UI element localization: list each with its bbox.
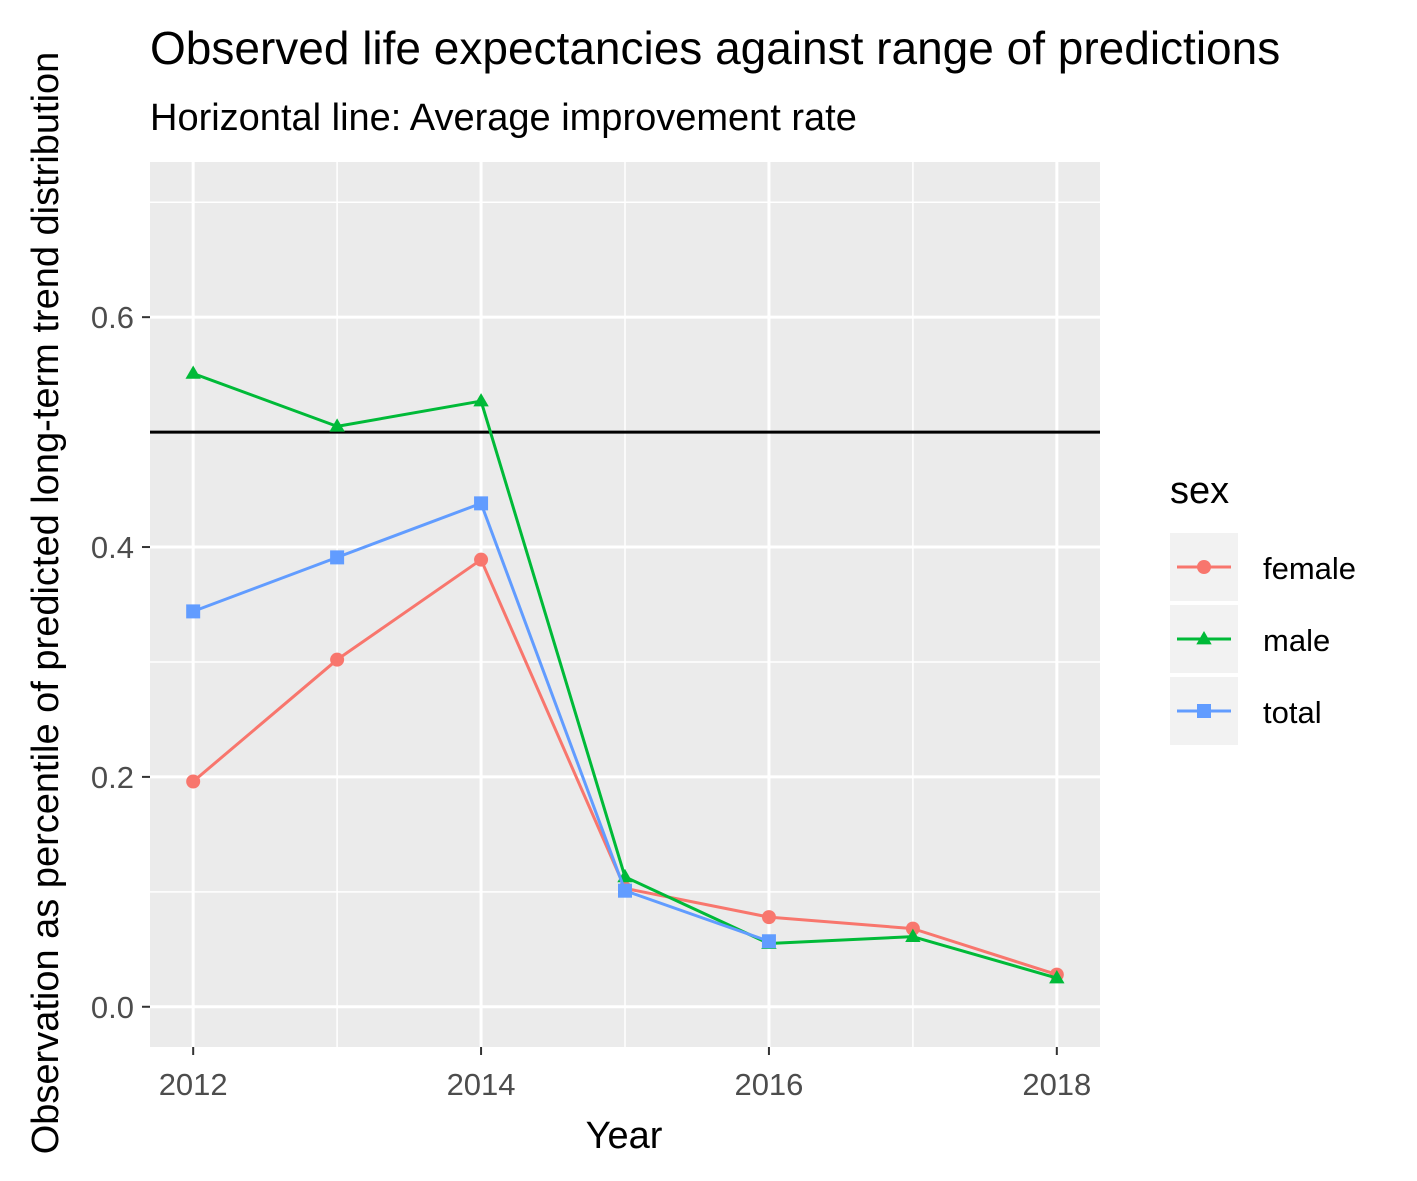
data-point-total [474,496,489,511]
legend-label-male: male [1263,623,1330,658]
legend-key-female [1170,533,1238,601]
x-tick-label: 2012 [159,1067,228,1102]
series-male [185,365,1065,984]
grid-major [150,162,1100,1047]
legend-key-marker [1196,631,1212,645]
x-axis: 2012 2014 2016 2018 [159,1047,1091,1102]
legend-key-male [1170,605,1238,673]
series-layer [185,365,1065,984]
y-tick-label: 0.2 [91,760,134,795]
x-tick-label: 2016 [734,1067,803,1102]
data-point-total [761,934,776,949]
data-point-female [186,774,201,789]
data-point-male [905,928,921,942]
chart-subtitle: Horizontal line: Average improvement rat… [150,97,857,139]
y-tick-label: 0.0 [91,990,134,1025]
data-point-female [474,552,489,567]
legend: sex female male total [1170,470,1356,745]
data-point-total [330,550,345,565]
y-axis-title: Observation as percentile of predicted l… [25,52,67,1155]
chart-title: Observed life expectancies against range… [150,22,1280,74]
y-tick-label: 0.6 [91,300,134,335]
y-axis: 0.0 0.2 0.4 0.6 [91,300,150,1025]
data-point-male [185,365,201,379]
legend-title: sex [1170,470,1229,512]
x-tick-label: 2014 [447,1067,516,1102]
data-point-male [473,393,489,407]
x-tick-label: 2018 [1022,1067,1091,1102]
series-total [186,496,776,949]
legend-key-marker [1197,560,1211,574]
y-tick-label: 0.4 [91,530,134,565]
x-axis-title: Year [586,1115,663,1157]
data-point-male [1049,970,1065,984]
data-point-female [905,921,920,936]
data-point-total [186,604,201,619]
legend-key-total [1170,677,1238,745]
legend-label-total: total [1263,695,1322,730]
data-point-female [330,652,345,667]
data-point-male [329,418,345,432]
data-point-female [761,910,776,925]
legend-key-marker [1197,704,1211,718]
legend-label-female: female [1263,551,1356,586]
data-point-total [618,883,632,898]
